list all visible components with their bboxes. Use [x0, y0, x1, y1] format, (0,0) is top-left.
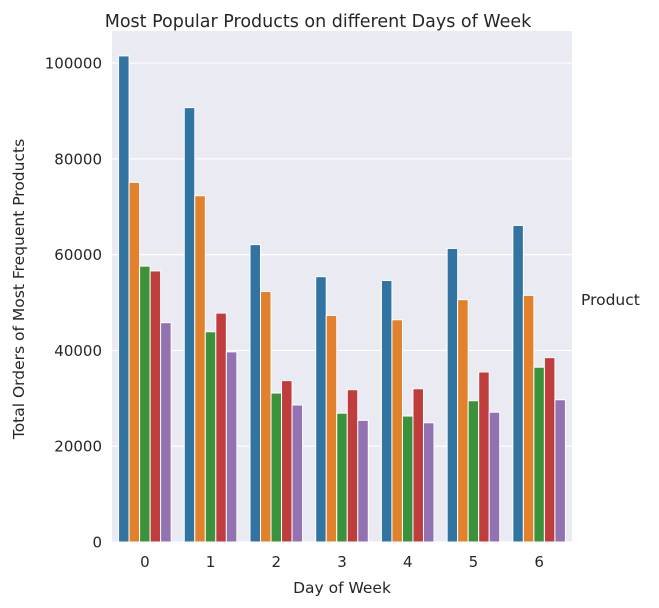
bar: [412, 388, 424, 543]
y-tick-label: 60000: [54, 246, 102, 264]
x-tick-label: 2: [272, 553, 282, 571]
bar: [478, 371, 490, 543]
y-tick-label: 20000: [54, 438, 102, 456]
bar: [357, 419, 369, 543]
y-tick-label: 40000: [54, 342, 102, 360]
bar: [215, 312, 227, 543]
y-tick-label: 100000: [45, 55, 102, 73]
x-tick-label: 3: [337, 553, 347, 571]
bar: [380, 280, 393, 543]
y-tick-label: 80000: [54, 150, 102, 168]
bar: [291, 404, 304, 543]
y-axis-label: Total Orders of Most Frequent Products: [10, 139, 28, 440]
bar: [128, 181, 141, 543]
bar: [346, 389, 359, 543]
bar: [204, 331, 217, 543]
bar: [139, 265, 151, 543]
x-axis-ticks: 0 1 2 3 4 5 6: [140, 553, 544, 571]
bar: [270, 392, 283, 543]
legend-title: Product: [581, 291, 640, 309]
bar: [325, 314, 338, 543]
bar: [336, 412, 348, 543]
y-axis-ticks: 0 20000 40000 60000 80000 100000: [45, 55, 102, 552]
bar: [315, 276, 327, 543]
bar: [281, 380, 293, 543]
bar: [512, 224, 524, 543]
bar: [183, 107, 196, 543]
bar: [533, 366, 545, 543]
bar: [249, 244, 262, 543]
x-tick-label: 0: [140, 553, 150, 571]
chart-title: Most Popular Products on different Days …: [105, 12, 532, 32]
bar: [467, 400, 480, 543]
bar: [225, 351, 238, 543]
bar: [149, 270, 162, 543]
bar: [488, 411, 501, 543]
bar: [118, 55, 130, 543]
bar: [446, 247, 459, 543]
bar: [160, 322, 172, 543]
x-tick-label: 5: [469, 553, 479, 571]
bar: [194, 195, 206, 543]
x-tick-label: 6: [534, 553, 544, 571]
bar: [422, 422, 435, 543]
x-tick-label: 1: [206, 553, 216, 571]
bar: [391, 319, 403, 543]
bar: [457, 299, 469, 543]
bar: [543, 357, 556, 543]
bar: [522, 294, 535, 543]
y-tick-label: 0: [92, 534, 102, 552]
bar: [260, 291, 272, 543]
x-tick-label: 4: [403, 553, 413, 571]
bar: [554, 399, 566, 543]
bar: [401, 415, 414, 543]
x-axis-label: Day of Week: [293, 579, 391, 597]
bars: [118, 55, 566, 543]
